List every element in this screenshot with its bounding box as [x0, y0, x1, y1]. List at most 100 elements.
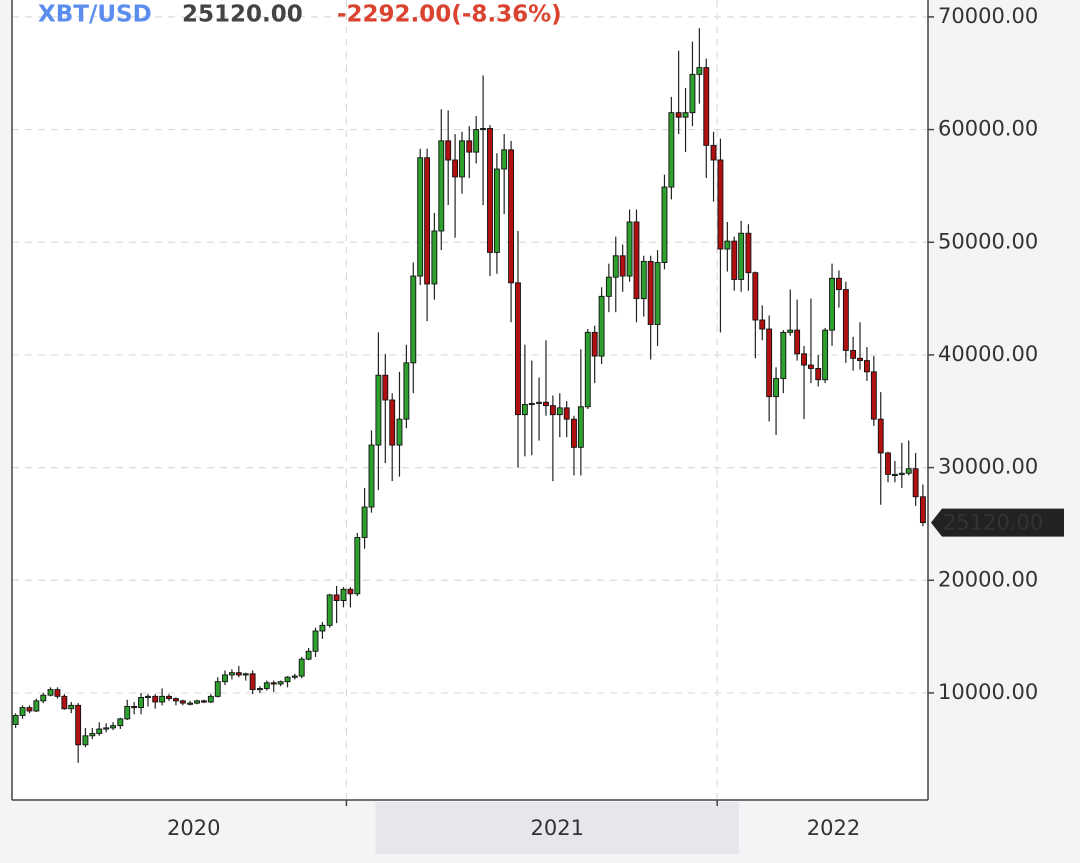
candle-body — [326, 594, 333, 626]
y-tick-label: 60000.00 — [938, 117, 1038, 141]
last-price-tag — [931, 508, 1064, 537]
candle-body — [305, 650, 312, 660]
candle-body — [452, 159, 459, 178]
candle-body — [284, 676, 291, 683]
candle-body — [117, 718, 124, 727]
candle-body — [389, 399, 396, 446]
candle-body — [438, 140, 445, 232]
symbol: XBT/USD — [38, 2, 152, 28]
candle-body — [891, 473, 898, 477]
candle-body — [159, 695, 166, 703]
candle-body — [549, 405, 556, 416]
candle-body — [766, 328, 773, 398]
candle-body — [584, 331, 591, 408]
x-tick-label: 2022 — [807, 816, 860, 840]
candle-body — [89, 733, 96, 737]
y-tick-label: 30000.00 — [938, 455, 1038, 479]
candle-body — [354, 537, 361, 595]
candle-body — [508, 149, 515, 284]
candle-body — [124, 706, 131, 720]
candle-body — [403, 362, 410, 420]
candle-body — [466, 140, 473, 153]
candle-body — [200, 700, 207, 703]
candle-body — [885, 452, 891, 475]
candle-body — [187, 702, 194, 705]
candle-body — [515, 282, 521, 416]
candle-body — [598, 295, 605, 357]
candle-body — [682, 112, 689, 118]
candle-body — [857, 357, 863, 362]
candle-body — [96, 728, 103, 734]
candle-body — [912, 468, 919, 498]
candle-body — [33, 700, 40, 712]
candle-body — [877, 418, 884, 454]
y-tick-label: 50000.00 — [938, 229, 1038, 253]
candle-body — [536, 401, 542, 404]
candle-body — [863, 360, 870, 373]
candle-body — [54, 689, 61, 697]
candle-body — [696, 67, 703, 75]
candle-body — [612, 255, 619, 278]
candle-body — [277, 681, 284, 685]
y-tick-label: 10000.00 — [938, 680, 1038, 704]
candle-body — [12, 715, 19, 725]
candle-body — [19, 707, 26, 716]
candle-body — [179, 700, 186, 704]
candle-body — [633, 221, 640, 300]
candle-body — [417, 157, 424, 277]
candle-body — [738, 232, 745, 280]
candle-body — [822, 329, 829, 381]
candle-body — [731, 240, 738, 280]
candle-body — [773, 378, 779, 398]
candle-body — [745, 232, 752, 274]
candle-body — [75, 704, 82, 746]
candle-body — [571, 418, 577, 448]
candle-body — [836, 277, 842, 291]
candle-body — [68, 704, 75, 710]
candle-body — [752, 272, 759, 321]
candle-body — [591, 331, 598, 357]
candle-body — [829, 277, 835, 331]
candle-body — [410, 275, 417, 364]
candle-body — [166, 695, 172, 700]
candle-body — [110, 725, 116, 729]
candle-body — [47, 689, 54, 696]
candle-body — [347, 588, 354, 595]
candle-body — [424, 157, 431, 285]
candle-body — [26, 707, 33, 712]
candle-body — [298, 658, 305, 677]
y-tick-label: 40000.00 — [938, 342, 1038, 366]
candle-body — [228, 672, 235, 676]
candle-body — [40, 694, 47, 702]
candle-body — [898, 472, 905, 475]
plot-area — [12, 0, 928, 800]
candle-body — [103, 727, 110, 730]
last-price-label: 25120.00 — [943, 511, 1043, 535]
candle-body — [605, 276, 612, 297]
y-tick-label: 70000.00 — [938, 4, 1038, 28]
candle-body — [214, 681, 221, 697]
candle-body — [501, 149, 508, 170]
candle-body — [235, 672, 242, 676]
candle-body — [493, 168, 500, 253]
candle-body — [445, 140, 452, 161]
candle-body — [319, 624, 326, 632]
candle-body — [256, 688, 263, 691]
candle-body — [487, 128, 493, 253]
candle-body — [172, 698, 179, 702]
candle-body — [815, 368, 822, 381]
candle-body — [808, 364, 814, 369]
candle-body — [375, 374, 382, 446]
candle-body — [556, 407, 563, 416]
candle-body — [152, 695, 159, 703]
price-change: -2292.00(-8.36%) — [337, 2, 562, 28]
candle-body — [131, 706, 138, 709]
candle-body — [396, 418, 403, 446]
candle-body — [431, 230, 438, 285]
x-tick-label: 2021 — [531, 816, 584, 840]
candle-body — [647, 260, 654, 325]
candle-body — [577, 406, 584, 448]
candle-body — [242, 673, 249, 676]
year-band — [375, 802, 739, 854]
